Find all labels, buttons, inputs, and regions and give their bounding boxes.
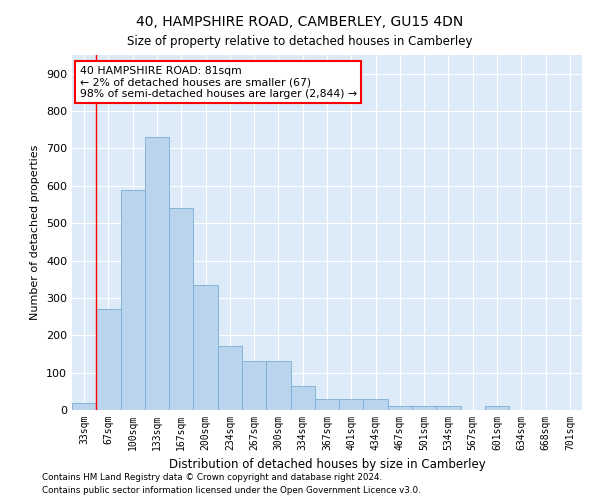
Text: Contains HM Land Registry data © Crown copyright and database right 2024.: Contains HM Land Registry data © Crown c… [42,474,382,482]
Bar [193,285,218,410]
Bar [169,208,193,410]
Text: 40, HAMPSHIRE ROAD, CAMBERLEY, GU15 4DN: 40, HAMPSHIRE ROAD, CAMBERLEY, GU15 4DN [136,15,464,29]
Bar [388,406,412,410]
Bar [290,386,315,410]
Bar [218,346,242,410]
Bar [412,406,436,410]
Bar [315,399,339,410]
Bar [72,402,96,410]
Bar [436,406,461,410]
Text: 40 HAMPSHIRE ROAD: 81sqm
← 2% of detached houses are smaller (67)
98% of semi-de: 40 HAMPSHIRE ROAD: 81sqm ← 2% of detache… [80,66,357,99]
Bar [364,399,388,410]
Bar [266,362,290,410]
Bar [242,362,266,410]
Text: Contains public sector information licensed under the Open Government Licence v3: Contains public sector information licen… [42,486,421,495]
Text: Size of property relative to detached houses in Camberley: Size of property relative to detached ho… [127,35,473,48]
Bar [339,399,364,410]
Bar [96,309,121,410]
Bar [145,137,169,410]
Y-axis label: Number of detached properties: Number of detached properties [31,145,40,320]
Bar [485,406,509,410]
Bar [121,190,145,410]
X-axis label: Distribution of detached houses by size in Camberley: Distribution of detached houses by size … [169,458,485,471]
